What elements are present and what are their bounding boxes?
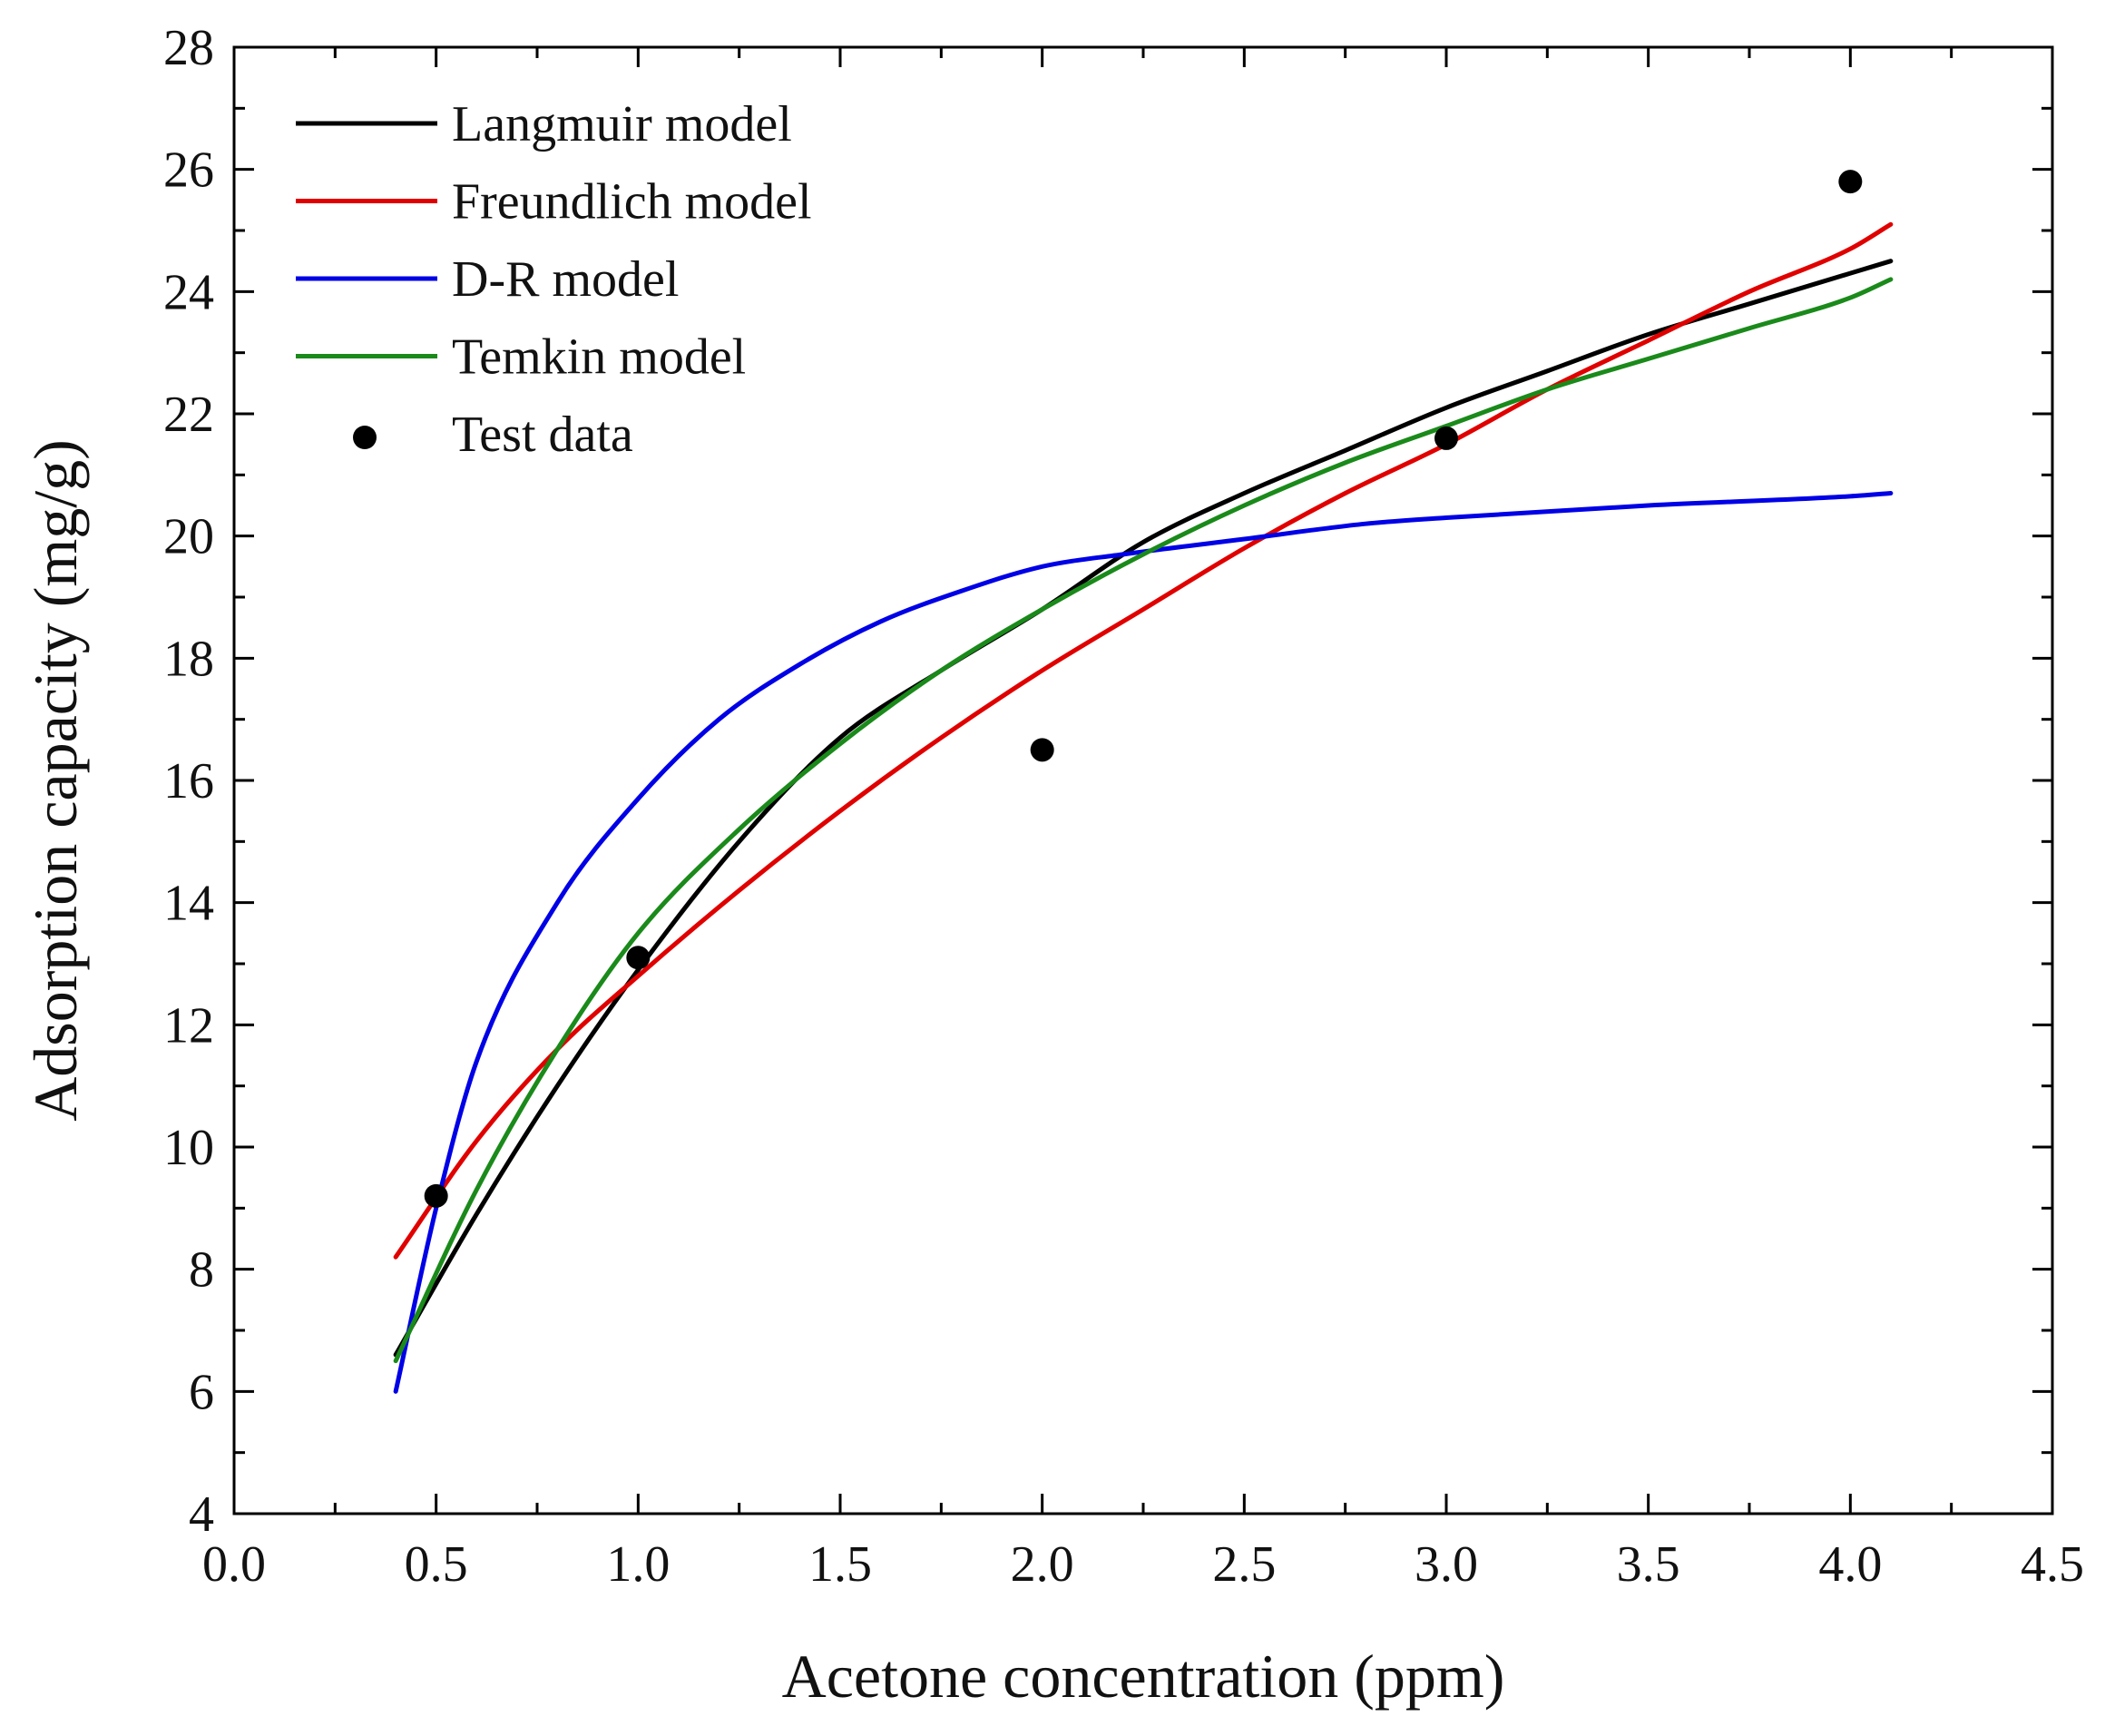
- x-tick-label: 2.5: [1212, 1536, 1276, 1593]
- legend-marker: [353, 426, 377, 449]
- test-data-point: [1030, 738, 1054, 762]
- y-tick-label: 8: [189, 1242, 214, 1299]
- d-r-model-line: [393, 491, 1894, 1394]
- x-tick-label: 0.5: [405, 1536, 468, 1593]
- langmuir-model-line: [393, 259, 1894, 1358]
- y-tick-label: 22: [163, 387, 214, 443]
- legend-item-temkin-model: Temkin model: [296, 329, 746, 386]
- legend-label: Test data: [452, 407, 633, 463]
- x-tick-label: 3.0: [1415, 1536, 1478, 1593]
- tick-labels-layer: 0.0 0.5 1.0 1.5 2.0 2.5 3.0 3.5 4.0 4.5 4 6 8 10 12 14 1…: [163, 20, 2084, 1593]
- y-tick-label: 20: [163, 509, 214, 565]
- y-axis-title: Adsorption capacity (mg/g): [21, 439, 90, 1122]
- legend-label: Freundlich model: [452, 174, 812, 230]
- y-tick-label: 28: [163, 20, 214, 76]
- legend-item-test-data: Test data: [353, 407, 633, 463]
- legend-item-langmuir-model: Langmuir model: [296, 96, 792, 152]
- x-tick-label: 2.0: [1011, 1536, 1074, 1593]
- y-tick-label: 12: [163, 997, 214, 1054]
- test-data-point: [626, 946, 651, 970]
- legend: Langmuir model Freundlich model D-R model T…: [296, 96, 812, 463]
- x-tick-label: 3.5: [1617, 1536, 1680, 1593]
- legend-item-freundlich-model: Freundlich model: [296, 174, 812, 230]
- x-axis-title: Acetone concentration (ppm): [782, 1642, 1505, 1711]
- y-tick-label: 6: [189, 1364, 214, 1420]
- legend-label: D-R model: [452, 251, 679, 308]
- y-tick-label: 4: [189, 1486, 214, 1543]
- y-tick-label: 14: [163, 876, 214, 932]
- freundlich-model-line: [393, 221, 1894, 1260]
- legend-item-d-r-model: D-R model: [296, 251, 679, 308]
- x-tick-label: 1.0: [606, 1536, 670, 1593]
- test-data-point: [1434, 426, 1458, 450]
- series-layer: [393, 170, 1894, 1394]
- x-tick-label: 1.5: [808, 1536, 872, 1593]
- test-data-point: [1838, 170, 1863, 194]
- temkin-model-line: [393, 277, 1894, 1364]
- legend-label: Langmuir model: [452, 96, 792, 152]
- legend-label: Temkin model: [452, 329, 746, 386]
- test-data-point: [424, 1183, 448, 1208]
- x-tick-label: 4.5: [2021, 1536, 2084, 1593]
- y-tick-label: 26: [163, 142, 214, 199]
- y-tick-label: 24: [163, 264, 214, 320]
- x-tick-label: 4.0: [1818, 1536, 1882, 1593]
- y-tick-label: 18: [163, 631, 214, 687]
- y-tick-label: 10: [163, 1120, 214, 1176]
- y-tick-label: 16: [163, 753, 214, 809]
- x-tick-label: 0.0: [202, 1536, 266, 1593]
- ticks-layer: [232, 45, 2054, 1515]
